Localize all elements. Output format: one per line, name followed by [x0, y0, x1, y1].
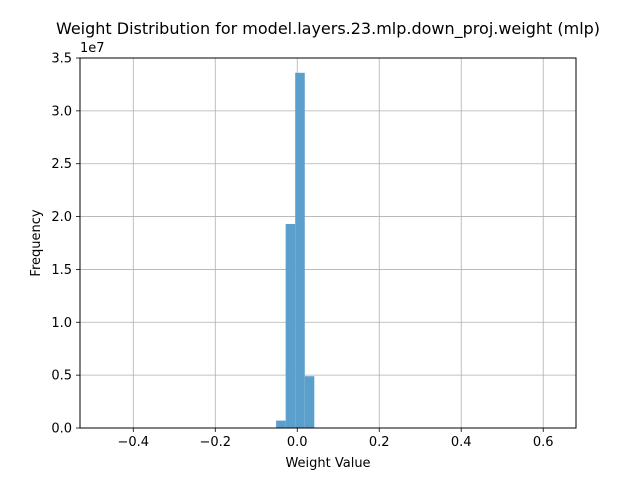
histogram-bar: [295, 72, 305, 429]
histogram-bar: [285, 223, 296, 428]
x-tick-label: 0.0: [287, 435, 308, 450]
y-tick-label: 1.0: [51, 316, 72, 331]
y-tick-label: 0.0: [51, 422, 72, 437]
y-tick-label: 3.0: [51, 104, 72, 119]
y-multiplier-label: 1e7: [80, 41, 105, 56]
x-tick-label: 0.6: [533, 435, 554, 450]
x-axis-label: Weight Value: [285, 456, 370, 471]
y-axis-label: Frequency: [29, 209, 44, 276]
y-tick-label: 3.5: [51, 52, 72, 67]
x-tick-label: 0.4: [451, 435, 472, 450]
x-axis-ticks: −0.4 −0.2 0.0 0.2 0.4 0.6: [118, 428, 554, 450]
histogram-bars: [276, 72, 315, 429]
y-tick-label: 0.5: [51, 369, 72, 384]
histogram-bar: [304, 376, 315, 428]
x-tick-label: 0.2: [369, 435, 390, 450]
histogram-bar: [276, 420, 286, 428]
y-tick-label: 2.5: [51, 157, 72, 172]
chart-title: Weight Distribution for model.layers.23.…: [56, 19, 600, 39]
x-tick-label: −0.4: [118, 435, 150, 450]
y-axis-ticks: 0.0 0.5 1.0 1.5 2.0 2.5 3.0 3.5: [51, 52, 80, 437]
y-tick-label: 1.5: [51, 263, 72, 278]
x-tick-label: −0.2: [199, 435, 231, 450]
y-tick-label: 2.0: [51, 210, 72, 225]
grid: [80, 57, 576, 429]
plot-frame: [79, 57, 577, 429]
